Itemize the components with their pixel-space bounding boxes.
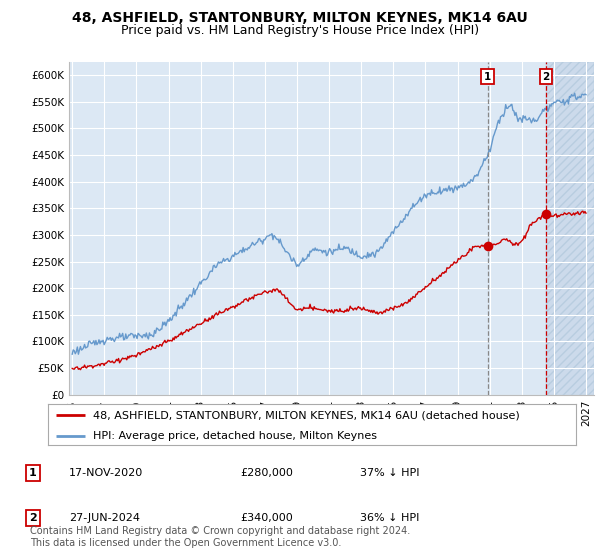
Text: £340,000: £340,000 — [240, 513, 293, 523]
Text: 36% ↓ HPI: 36% ↓ HPI — [360, 513, 419, 523]
Text: £280,000: £280,000 — [240, 468, 293, 478]
Text: Contains HM Land Registry data © Crown copyright and database right 2024.
This d: Contains HM Land Registry data © Crown c… — [30, 526, 410, 548]
Text: 1: 1 — [484, 72, 491, 82]
Bar — [546, 62, 594, 395]
Text: 17-NOV-2020: 17-NOV-2020 — [69, 468, 143, 478]
Text: 37% ↓ HPI: 37% ↓ HPI — [360, 468, 419, 478]
Bar — [546, 62, 594, 395]
Text: 1: 1 — [29, 468, 37, 478]
Text: 48, ASHFIELD, STANTONBURY, MILTON KEYNES, MK14 6AU (detached house): 48, ASHFIELD, STANTONBURY, MILTON KEYNES… — [93, 410, 520, 421]
Text: 2: 2 — [29, 513, 37, 523]
Text: 2: 2 — [542, 72, 550, 82]
Text: 48, ASHFIELD, STANTONBURY, MILTON KEYNES, MK14 6AU: 48, ASHFIELD, STANTONBURY, MILTON KEYNES… — [72, 11, 528, 25]
Text: 27-JUN-2024: 27-JUN-2024 — [69, 513, 140, 523]
Text: HPI: Average price, detached house, Milton Keynes: HPI: Average price, detached house, Milt… — [93, 431, 377, 441]
Text: Price paid vs. HM Land Registry's House Price Index (HPI): Price paid vs. HM Land Registry's House … — [121, 24, 479, 36]
